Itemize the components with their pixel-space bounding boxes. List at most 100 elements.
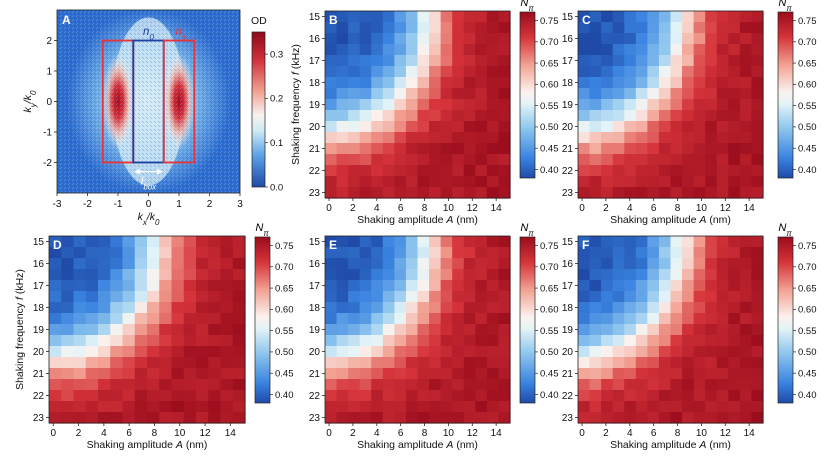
heatmap-cell — [589, 412, 602, 424]
heatmap-cell — [49, 291, 62, 303]
heatmap-cell — [739, 247, 753, 259]
heatmap-cell — [670, 368, 683, 380]
x-tick-label: 6 — [651, 428, 657, 439]
heatmap-cell — [417, 55, 430, 67]
heatmap-cell — [405, 22, 419, 34]
heatmap-cell — [110, 247, 124, 259]
heatmap-cell — [452, 33, 465, 45]
heatmap-cell — [371, 55, 384, 67]
x-tick-label: 10 — [696, 428, 708, 439]
heatmap-cell — [348, 132, 361, 144]
heatmap-cell — [394, 313, 407, 325]
heatmap-cell — [49, 324, 62, 336]
heatmap-cell — [463, 132, 476, 144]
heatmap-cell — [232, 247, 246, 259]
heatmap-cell — [463, 143, 476, 155]
heatmap-cell — [159, 324, 173, 336]
heatmap-cell — [348, 22, 361, 34]
heatmap-cell — [635, 55, 648, 67]
colorbar-title: Nπ — [778, 0, 792, 13]
colorbar-tick-label: 0.1 — [270, 138, 283, 149]
heatmap-cell — [325, 346, 338, 358]
x-tick-label: 4 — [627, 428, 633, 439]
y-tick-label: 21 — [562, 369, 574, 380]
heatmap-cell — [635, 390, 648, 402]
colorbar-tick-label: 0.75 — [540, 241, 559, 252]
colorbar — [251, 31, 266, 188]
heatmap-cell — [405, 291, 419, 303]
heatmap-cell — [49, 357, 62, 369]
heatmap-cell — [417, 110, 430, 122]
heatmap-cell — [705, 176, 718, 188]
heatmap-cell — [429, 368, 442, 380]
colorbar-title: Nπ — [520, 0, 534, 13]
heatmap-cell — [348, 88, 361, 100]
heatmap-cell — [394, 165, 407, 177]
heatmap-cell — [498, 247, 511, 259]
heatmap-cell — [751, 313, 764, 325]
heatmap-cell — [405, 99, 419, 111]
heatmap-cell — [716, 269, 729, 281]
heatmap-cell — [475, 22, 488, 34]
heatmap-cell — [498, 154, 511, 166]
heatmap-cell — [429, 187, 442, 199]
heatmap-cell — [635, 258, 648, 270]
heatmap-cell — [134, 269, 148, 281]
heatmap-cell — [635, 280, 648, 292]
heatmap-cell — [728, 335, 741, 347]
heatmap-cell — [635, 110, 648, 122]
y-tick-label: 17 — [33, 281, 45, 292]
heatmap-cell — [382, 88, 395, 100]
heatmap-cell — [635, 247, 648, 259]
heatmap-cell — [658, 335, 672, 347]
heatmap-cell — [601, 99, 614, 111]
heatmap-cell — [751, 88, 764, 100]
heatmap-cell — [751, 66, 764, 78]
heatmap-cell — [220, 357, 234, 369]
heatmap-cell — [359, 55, 372, 67]
heatmap-cell — [429, 324, 442, 336]
heatmap-cell — [693, 88, 706, 100]
heatmap-cell — [405, 324, 419, 336]
heatmap-cell — [751, 154, 764, 166]
y-axis-label: Shaking frequency f (kHz) — [290, 44, 302, 165]
heatmap-cell — [647, 258, 660, 270]
heatmap-cell — [183, 379, 197, 391]
heatmap-cell — [359, 176, 372, 188]
heatmap-cell — [716, 55, 729, 67]
heatmap-cell — [405, 390, 419, 402]
heatmap-cell — [122, 390, 136, 402]
heatmap-cell — [232, 280, 246, 292]
heatmap-cell — [440, 280, 453, 292]
heatmap-cell — [624, 77, 637, 89]
y-tick-label: 22 — [309, 166, 321, 177]
heatmap-cell — [325, 88, 338, 100]
heatmap-cell — [220, 368, 234, 380]
heatmap-cell — [110, 313, 124, 325]
heatmap-cell — [475, 77, 488, 89]
heatmap-cell — [98, 401, 111, 413]
heatmap-cell — [147, 302, 160, 314]
heatmap-cell — [382, 143, 395, 155]
heatmap-cell — [405, 121, 419, 133]
heatmap-cell — [85, 291, 99, 303]
heatmap-cell — [348, 368, 361, 380]
heatmap-cell — [134, 390, 148, 402]
heatmap-cell — [498, 379, 511, 391]
heatmap-cell — [728, 187, 741, 199]
heatmap-cell — [429, 258, 442, 270]
heatmap-cell — [85, 236, 99, 248]
heatmap-cell — [612, 11, 625, 23]
heatmap-cell — [382, 236, 395, 248]
heatmap-cell — [371, 187, 384, 199]
heatmap-cell — [647, 368, 660, 380]
heatmap-cell — [183, 269, 197, 281]
y-tick-label: 20 — [309, 347, 321, 358]
heatmap-cell — [635, 66, 648, 78]
heatmap-cell — [728, 44, 741, 56]
heatmap-cell — [739, 143, 753, 155]
heatmap-cell — [498, 187, 511, 199]
heatmap-cell — [728, 176, 741, 188]
heatmap-cell — [670, 401, 683, 413]
heatmap-cell — [371, 335, 384, 347]
